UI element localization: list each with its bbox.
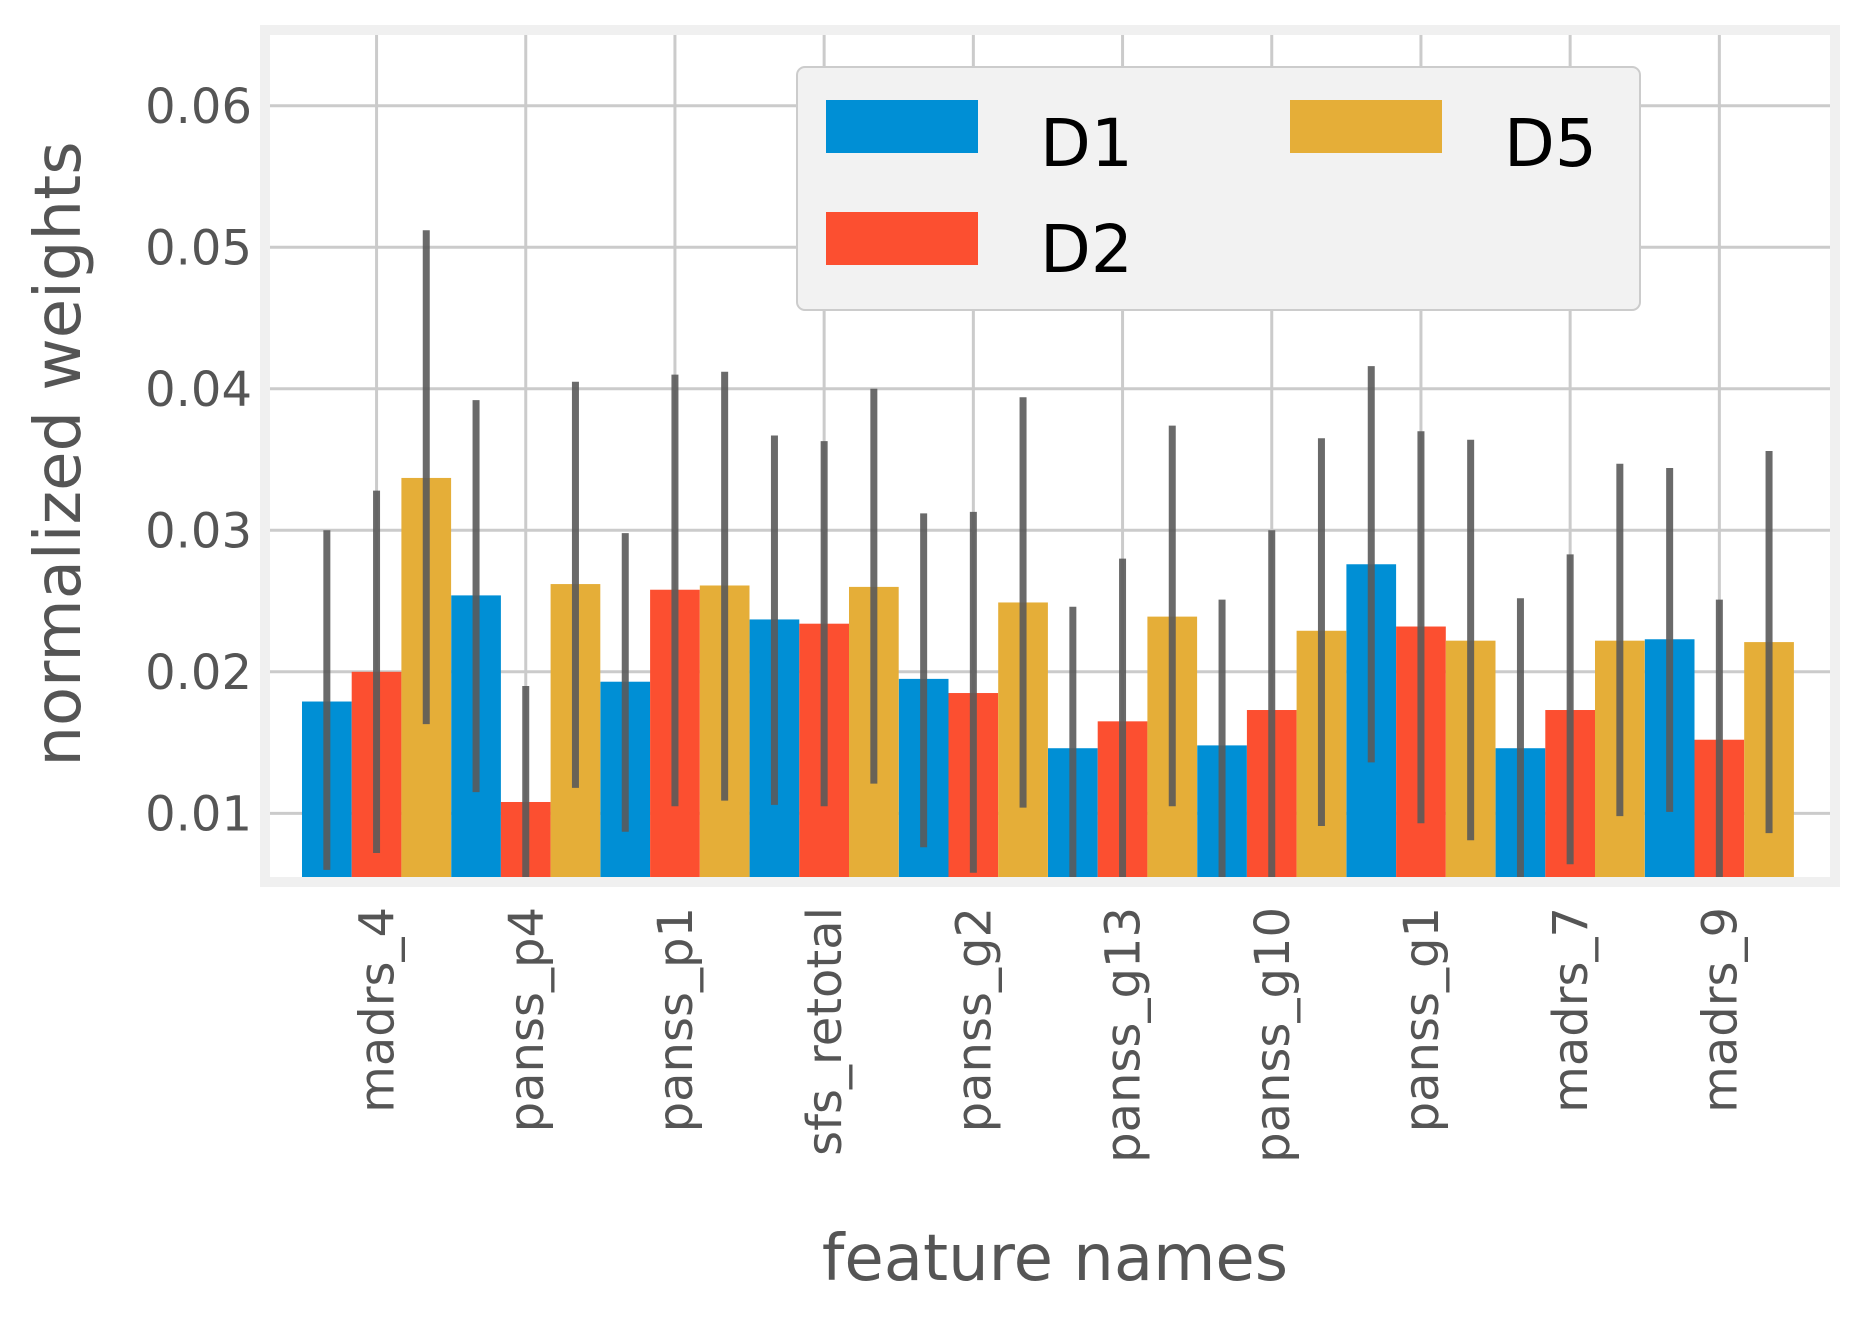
x-tick-label: madrs_4: [350, 907, 406, 1113]
x-tick-label: panss_g2: [946, 907, 1002, 1132]
x-tick-label: madrs_7: [1543, 907, 1599, 1113]
x-tick-labels: madrs_4 panss_p4 panss_p1 sfs_retotal panss_…: [350, 907, 1749, 1163]
x-tick-label: panss_p4: [499, 907, 555, 1132]
legend-label-d2: D2: [1040, 211, 1133, 288]
x-tick-label: panss_g10: [1245, 907, 1301, 1163]
y-tick-label: 0.04: [145, 362, 252, 418]
legend-swatch-d1: [826, 100, 978, 153]
y-tick-label: 0.02: [145, 645, 252, 701]
y-tick-label: 0.01: [145, 786, 252, 842]
legend-label-d1: D1: [1040, 105, 1133, 182]
legend-label-d5: D5: [1504, 105, 1597, 182]
x-tick-label: madrs_9: [1692, 907, 1748, 1113]
x-axis-title: feature names: [822, 1222, 1288, 1296]
x-tick-label: sfs_retotal: [797, 907, 853, 1156]
x-tick-label: panss_g13: [1096, 907, 1152, 1163]
y-tick-labels: 0.01 0.02 0.03 0.04 0.05 0.06: [145, 79, 252, 843]
y-tick-label: 0.05: [145, 220, 252, 276]
x-tick-label: panss_g1: [1394, 907, 1450, 1132]
y-tick-label: 0.03: [145, 503, 252, 559]
y-tick-label: 0.06: [145, 79, 252, 135]
error-bars: [323, 230, 1773, 877]
legend-swatch-d5: [1290, 100, 1442, 153]
y-axis-title: normalized weights: [22, 141, 96, 766]
legend: D1 D2 D5: [796, 66, 1641, 311]
legend-swatch-d2: [826, 212, 978, 265]
x-tick-label: panss_p1: [648, 907, 704, 1132]
